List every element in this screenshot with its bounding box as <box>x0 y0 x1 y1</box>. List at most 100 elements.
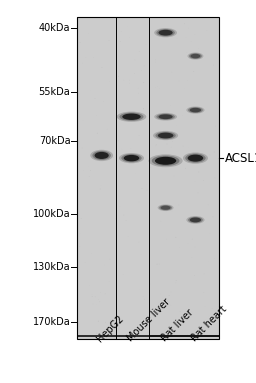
Ellipse shape <box>143 296 144 297</box>
Ellipse shape <box>155 132 176 139</box>
Ellipse shape <box>193 71 194 72</box>
Ellipse shape <box>159 205 172 210</box>
Bar <box>149 17 219 339</box>
Ellipse shape <box>176 280 177 281</box>
Ellipse shape <box>120 113 144 121</box>
Ellipse shape <box>110 259 111 260</box>
Text: 40kDa: 40kDa <box>39 23 70 33</box>
Ellipse shape <box>89 176 90 177</box>
Ellipse shape <box>88 33 89 34</box>
Ellipse shape <box>89 285 90 286</box>
Ellipse shape <box>93 57 94 58</box>
Ellipse shape <box>90 150 113 161</box>
Ellipse shape <box>195 246 196 247</box>
Ellipse shape <box>184 23 185 24</box>
Ellipse shape <box>155 157 176 165</box>
Ellipse shape <box>175 282 176 283</box>
Ellipse shape <box>129 37 130 38</box>
Ellipse shape <box>209 154 210 155</box>
Text: 100kDa: 100kDa <box>33 209 70 219</box>
Bar <box>116 17 149 339</box>
Ellipse shape <box>143 108 144 109</box>
Bar <box>77 17 219 339</box>
Ellipse shape <box>172 141 173 142</box>
Ellipse shape <box>204 273 205 274</box>
Ellipse shape <box>81 218 82 219</box>
Ellipse shape <box>105 293 106 294</box>
Ellipse shape <box>156 114 175 120</box>
Ellipse shape <box>189 53 202 59</box>
Text: Rat heart: Rat heart <box>189 304 229 344</box>
Ellipse shape <box>145 118 146 119</box>
Ellipse shape <box>82 147 83 148</box>
Ellipse shape <box>154 113 177 121</box>
Text: Rat liver: Rat liver <box>159 308 195 344</box>
Ellipse shape <box>152 155 179 166</box>
Ellipse shape <box>187 52 204 60</box>
Ellipse shape <box>144 299 145 300</box>
Ellipse shape <box>186 216 205 224</box>
Text: ACSL1: ACSL1 <box>225 152 256 165</box>
Ellipse shape <box>158 205 174 211</box>
Text: 70kDa: 70kDa <box>39 136 70 146</box>
Ellipse shape <box>156 144 157 145</box>
Ellipse shape <box>175 237 176 238</box>
Ellipse shape <box>191 257 192 258</box>
Ellipse shape <box>120 41 121 42</box>
Ellipse shape <box>171 291 172 292</box>
Ellipse shape <box>124 155 139 161</box>
Text: 130kDa: 130kDa <box>33 262 70 272</box>
Ellipse shape <box>190 108 201 112</box>
Ellipse shape <box>94 152 109 159</box>
Ellipse shape <box>159 264 160 265</box>
Ellipse shape <box>139 135 140 136</box>
Ellipse shape <box>188 155 203 162</box>
Ellipse shape <box>94 98 95 99</box>
Ellipse shape <box>101 67 102 68</box>
Ellipse shape <box>118 76 119 77</box>
Ellipse shape <box>161 206 170 210</box>
Ellipse shape <box>194 275 195 276</box>
Ellipse shape <box>157 264 158 265</box>
Ellipse shape <box>183 152 208 164</box>
Bar <box>77 17 219 339</box>
Ellipse shape <box>185 168 186 169</box>
Ellipse shape <box>186 52 187 53</box>
Ellipse shape <box>170 105 171 106</box>
Ellipse shape <box>190 54 200 58</box>
Text: HepG2: HepG2 <box>95 313 126 344</box>
Text: 55kDa: 55kDa <box>39 87 70 97</box>
Ellipse shape <box>116 308 117 309</box>
Ellipse shape <box>139 51 140 52</box>
Ellipse shape <box>95 296 96 297</box>
Ellipse shape <box>156 29 175 36</box>
Ellipse shape <box>214 177 215 178</box>
Ellipse shape <box>198 48 199 49</box>
Ellipse shape <box>203 180 204 181</box>
Ellipse shape <box>158 133 173 138</box>
Ellipse shape <box>118 140 119 141</box>
Ellipse shape <box>148 154 183 167</box>
Ellipse shape <box>203 292 204 293</box>
Ellipse shape <box>99 301 100 302</box>
Ellipse shape <box>141 70 142 71</box>
Ellipse shape <box>187 334 188 335</box>
Ellipse shape <box>188 107 203 113</box>
Ellipse shape <box>157 86 158 87</box>
Ellipse shape <box>155 59 156 60</box>
Ellipse shape <box>119 153 144 163</box>
Ellipse shape <box>190 218 201 222</box>
Bar <box>77 17 116 339</box>
Ellipse shape <box>143 82 144 83</box>
Ellipse shape <box>90 170 91 171</box>
Ellipse shape <box>188 217 203 223</box>
Ellipse shape <box>150 167 151 168</box>
Ellipse shape <box>80 42 81 43</box>
Ellipse shape <box>128 236 129 237</box>
Ellipse shape <box>153 131 178 140</box>
Text: Mouse liver: Mouse liver <box>125 297 172 344</box>
Text: 170kDa: 170kDa <box>33 317 70 327</box>
Ellipse shape <box>97 133 98 134</box>
Ellipse shape <box>186 106 205 114</box>
Ellipse shape <box>96 333 97 334</box>
